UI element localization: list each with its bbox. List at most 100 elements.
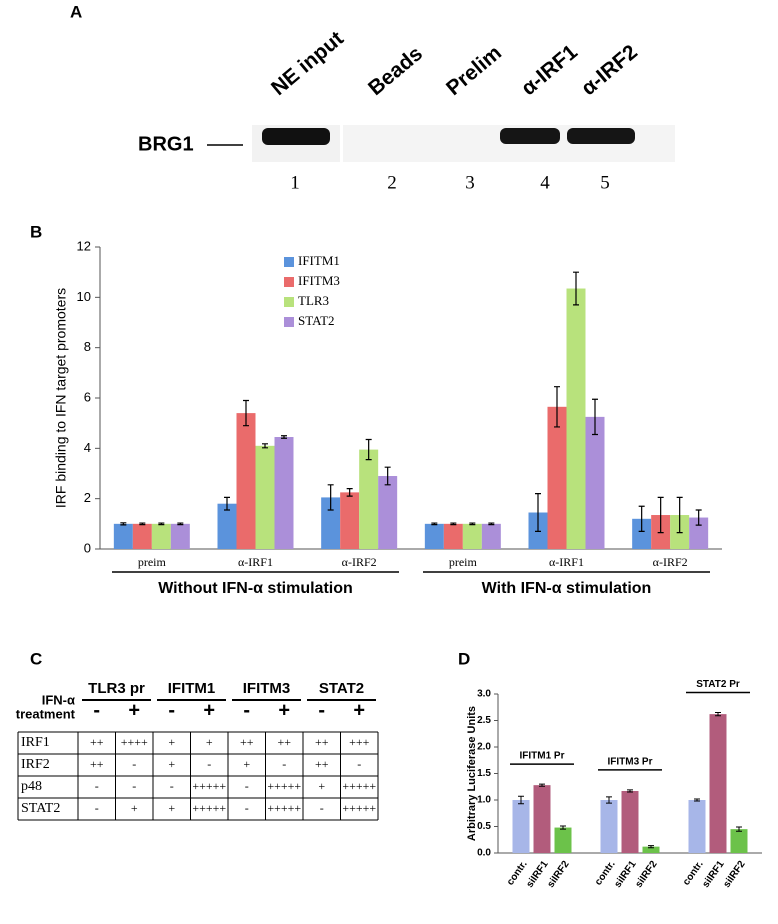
x-tick-label: α-IRF1 [238, 555, 273, 569]
y-tick-label: 0.0 [477, 848, 491, 859]
legend-swatch [284, 297, 294, 307]
error-bar [736, 826, 742, 832]
bar [689, 517, 709, 549]
cell: +++++ [192, 801, 226, 815]
cell: +++++ [342, 779, 376, 793]
y-tick-label: 3.0 [477, 689, 491, 700]
lane-number: 1 [290, 172, 300, 193]
group-label: Without IFN-α stimulation [158, 580, 353, 597]
error-bar [694, 798, 700, 802]
cell: - [320, 801, 324, 815]
group-label: With IFN-α stimulation [482, 580, 652, 597]
bar [217, 503, 237, 549]
y-tick-label: 6 [84, 389, 91, 404]
x-tick-label: siIRF2 [721, 859, 747, 890]
error-bar [384, 466, 391, 486]
lane-label: α-IRF1 [517, 40, 582, 100]
gene-label: IFITM3 [243, 680, 291, 697]
bar [340, 492, 360, 549]
treatment-sign: - [168, 699, 175, 721]
lane-label: Prelim [442, 41, 506, 100]
y-tick-label: 2.5 [477, 715, 491, 726]
x-tick-label: α-IRF2 [653, 555, 688, 569]
cell: + [206, 735, 213, 749]
treatment-sign: + [128, 699, 140, 721]
band [567, 128, 635, 144]
lane-number: 3 [465, 172, 475, 193]
cell: - [170, 779, 174, 793]
legend-swatch [284, 257, 294, 267]
cell: +++++ [192, 779, 226, 793]
legend-label: STAT2 [298, 313, 335, 328]
cell: ++ [90, 757, 104, 771]
cell: - [95, 779, 99, 793]
error-bar [346, 488, 353, 497]
bar [236, 413, 256, 549]
lane-label: NE input [267, 27, 348, 100]
lane-number: 5 [600, 172, 610, 193]
treatment-sign: + [278, 699, 290, 721]
row-header: IRF2 [21, 757, 50, 772]
legend-label: IFITM3 [298, 273, 340, 288]
error-bar [627, 789, 633, 793]
y-tick-label: 0.5 [477, 821, 491, 832]
bar [462, 523, 482, 549]
y-tick-label: 2 [84, 490, 91, 505]
x-tick-label: siIRF2 [633, 859, 659, 890]
y-axis-label: IRF binding to IFN target promoters [53, 288, 69, 508]
error-bar [648, 845, 654, 849]
error-bar [431, 522, 438, 526]
legend-swatch [284, 317, 294, 327]
y-tick-label: 8 [84, 339, 91, 354]
x-tick-label: preim [138, 555, 167, 569]
gene-label: STAT2 [319, 680, 364, 697]
bar [274, 437, 294, 549]
cell: ++ [277, 735, 291, 749]
error-bar [158, 522, 165, 526]
x-tick-label: siIRF2 [545, 859, 571, 890]
bar [554, 827, 572, 853]
bar [151, 523, 171, 549]
cell: +++++ [267, 779, 301, 793]
error-bar [120, 522, 127, 526]
bar [481, 523, 501, 549]
bar [585, 416, 605, 549]
legend-label: IFITM1 [298, 253, 340, 268]
error-bar [606, 796, 612, 804]
error-bar [177, 522, 184, 526]
row-header: p48 [21, 779, 42, 794]
error-bar [281, 435, 287, 439]
error-bar [573, 271, 579, 306]
treatment-sign: + [203, 699, 215, 721]
treatment-label: IFN-α [42, 692, 75, 707]
cell: + [243, 757, 250, 771]
cell: ++++ [121, 735, 148, 749]
cell: + [168, 801, 175, 815]
error-bar [554, 386, 560, 428]
cell: - [132, 757, 136, 771]
bar [424, 523, 444, 549]
y-axis-label: Arbitrary Luciferase Units [466, 706, 478, 841]
error-bar [715, 712, 721, 717]
panel-label: B [30, 222, 42, 241]
error-bar [539, 783, 545, 787]
error-bar [657, 496, 664, 534]
lane-number: 4 [540, 172, 550, 193]
bar [321, 497, 341, 549]
cell: ++ [90, 735, 104, 749]
row-header: IRF1 [21, 735, 50, 750]
legend-label: TLR3 [298, 293, 329, 308]
error-bar [560, 825, 566, 830]
band [500, 128, 560, 144]
cell: - [357, 757, 361, 771]
cell: ++ [240, 735, 254, 749]
panel-label: C [30, 649, 42, 668]
cell: + [131, 801, 138, 815]
error-bar [139, 522, 146, 526]
error-bar [262, 443, 268, 449]
gene-label: IFITM1 [168, 680, 216, 697]
y-tick-label: 10 [77, 289, 91, 304]
bar [512, 800, 530, 853]
y-tick-label: 2.0 [477, 742, 491, 753]
error-bar [224, 496, 230, 511]
